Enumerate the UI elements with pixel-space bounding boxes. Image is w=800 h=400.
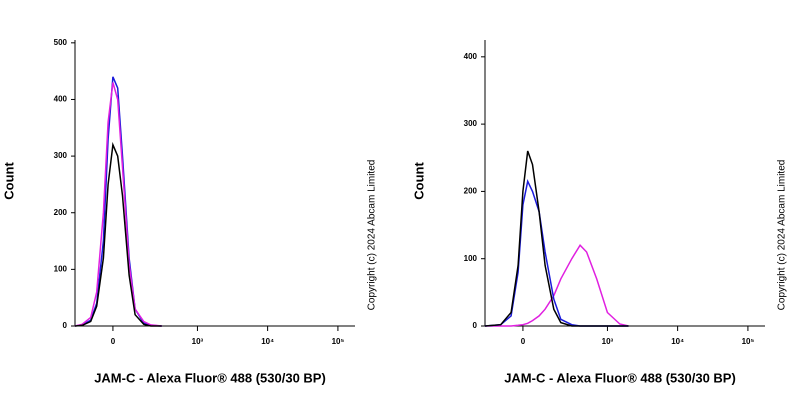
- x-tick-label: 0: [111, 337, 116, 346]
- y-axis-title: Count: [1, 162, 16, 200]
- copyright: Copyright (c) 2024 Abcam Limited: [367, 160, 378, 311]
- y-tick-label: 400: [54, 95, 68, 104]
- x-tick-label: 10³: [602, 337, 614, 346]
- histogram-line: [484, 178, 629, 327]
- y-tick-label: 300: [54, 151, 68, 160]
- x-tick-label: 10⁵: [742, 337, 755, 346]
- y-axis-title: Count: [411, 162, 426, 200]
- histogram-line: [74, 141, 162, 327]
- histogram-line: [485, 243, 629, 327]
- x-tick-label: 10⁴: [261, 337, 274, 346]
- y-tick-label: 100: [54, 264, 68, 273]
- y-tick-label: 100: [464, 254, 478, 263]
- y-tick-label: 300: [464, 119, 478, 128]
- copyright: Copyright (c) 2024 Abcam Limited: [777, 160, 788, 311]
- x-tick-label: 10⁵: [332, 337, 345, 346]
- x-axis-title: JAM-C - Alexa Fluor® 488 (530/30 BP): [94, 370, 326, 385]
- y-tick-label: 500: [54, 38, 68, 47]
- y-tick-label: 400: [464, 52, 478, 61]
- y-tick-label: 200: [464, 187, 478, 196]
- x-tick-label: 0: [521, 337, 526, 346]
- histogram-line: [484, 150, 629, 327]
- x-axis-title: JAM-C - Alexa Fluor® 488 (530/30 BP): [504, 370, 736, 385]
- y-tick-label: 200: [54, 208, 68, 217]
- y-tick-label: 0: [63, 321, 68, 330]
- x-tick-label: 10³: [192, 337, 204, 346]
- histogram-line: [74, 82, 162, 327]
- x-tick-label: 10⁴: [671, 337, 684, 346]
- y-tick-label: 0: [473, 321, 478, 330]
